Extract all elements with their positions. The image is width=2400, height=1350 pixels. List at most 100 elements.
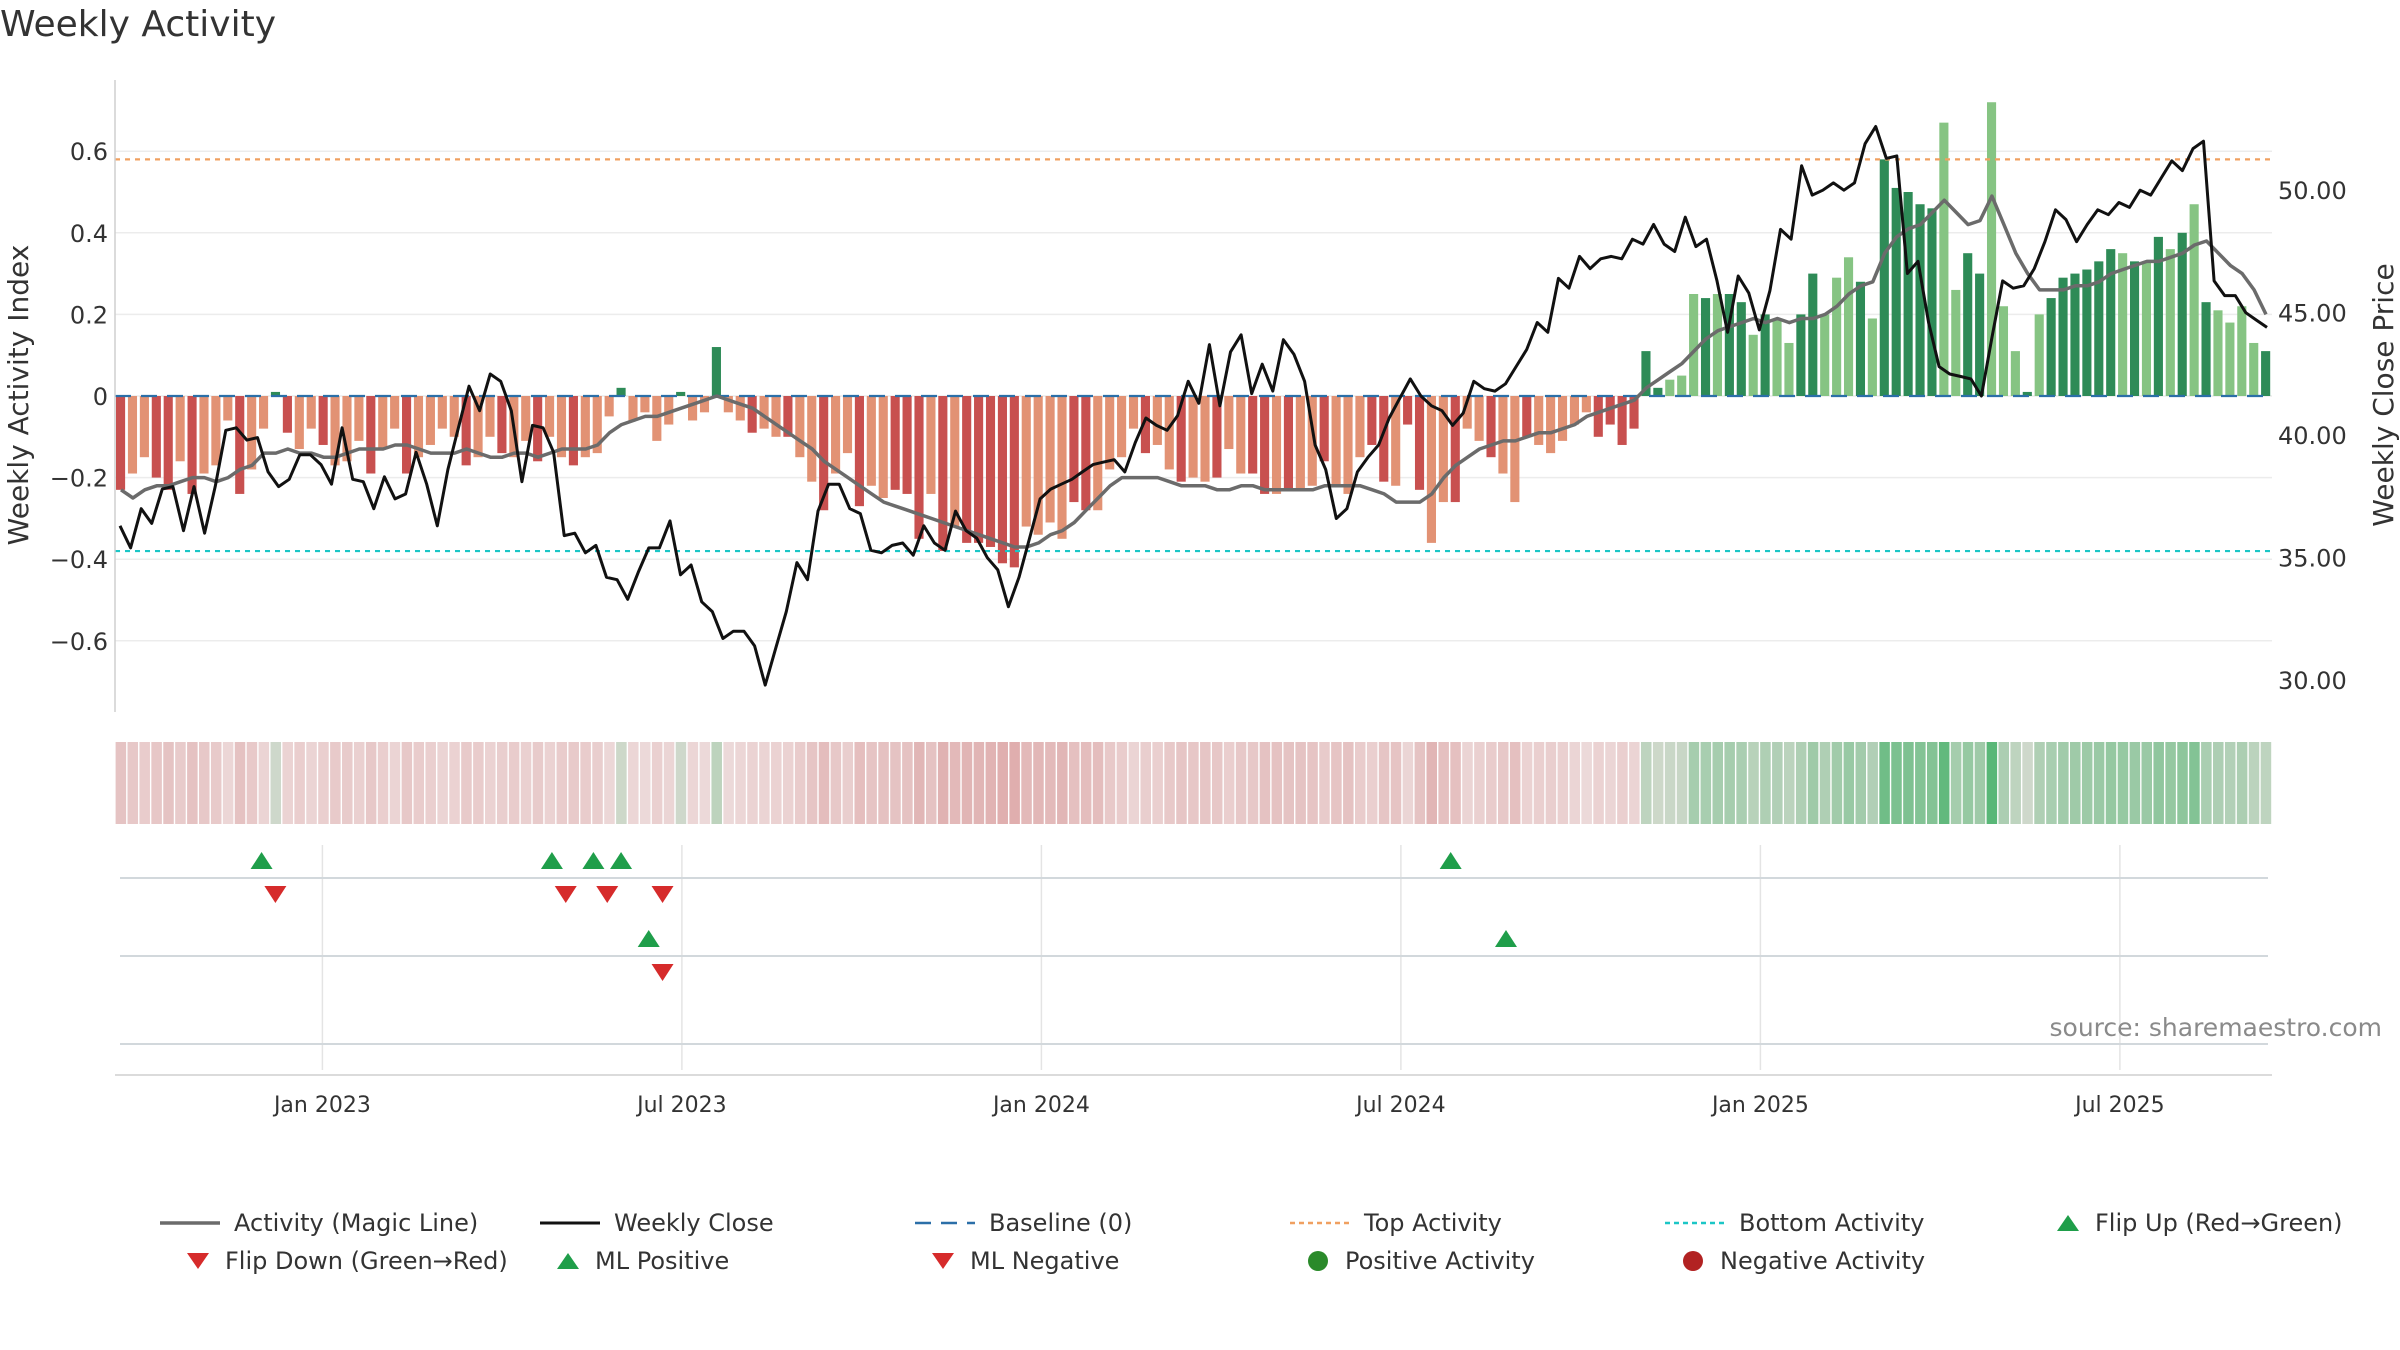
- heat-cell: [1486, 742, 1497, 824]
- activity-bar: [1486, 396, 1496, 458]
- heat-cell: [1402, 742, 1414, 824]
- activity-bar: [1474, 396, 1484, 441]
- activity-bar: [854, 396, 864, 507]
- heat-cell: [1140, 742, 1151, 824]
- activity-bar: [1176, 396, 1186, 482]
- activity-bar: [1379, 396, 1389, 482]
- heat-cell: [2141, 742, 2153, 824]
- heat-cell: [735, 742, 746, 824]
- heat-cell: [759, 742, 770, 824]
- activity-bar: [1045, 396, 1055, 523]
- triangle-down-icon: [185, 1251, 225, 1271]
- heat-cell: [2022, 742, 2033, 824]
- heat-cell: [1474, 742, 1485, 824]
- heat-cell: [473, 742, 484, 824]
- activity-bar: [1117, 396, 1127, 458]
- heat-cell: [461, 742, 472, 824]
- activity-bar: [354, 396, 364, 441]
- heat-cell: [2046, 742, 2057, 824]
- activity-bar: [938, 396, 948, 552]
- heat-cell: [949, 742, 961, 824]
- legend-label: ML Positive: [595, 1247, 730, 1275]
- activity-bar: [2106, 249, 2116, 396]
- heat-cell: [1223, 742, 1235, 824]
- activity-bar: [1843, 257, 1854, 396]
- legend-item-top: Top Activity: [1290, 1205, 1502, 1241]
- activity-bar: [711, 347, 721, 396]
- heat-cell: [1569, 742, 1581, 824]
- heat-cell: [2058, 742, 2069, 824]
- ml-positive-marker: [637, 930, 660, 947]
- activity-bar: [259, 396, 269, 429]
- activity-bar: [2225, 322, 2235, 396]
- activity-bar: [1653, 387, 1663, 396]
- heat-cell: [1819, 742, 1831, 824]
- heat-cell: [1343, 742, 1354, 824]
- activity-bar: [1796, 314, 1806, 396]
- heat-cell: [902, 742, 913, 824]
- activity-bar: [1331, 396, 1341, 486]
- activity-bar: [199, 396, 209, 474]
- activity-bar: [735, 396, 745, 421]
- activity-bar: [902, 396, 912, 494]
- activity-bar: [390, 396, 400, 429]
- heat-cell: [139, 742, 150, 824]
- dotted-line-icon: [1665, 1213, 1739, 1233]
- activity-bar: [1391, 396, 1401, 486]
- heat-cell: [1986, 742, 1998, 824]
- heat-cell: [1521, 742, 1533, 824]
- activity-bar: [1128, 396, 1139, 429]
- reference-lines: [115, 158, 2272, 553]
- heat-cell: [437, 742, 448, 824]
- activity-bar: [1200, 396, 1210, 482]
- activity-bar: [1939, 122, 1949, 396]
- activity-bar: [1414, 396, 1425, 490]
- heat-cell: [1640, 742, 1652, 824]
- activity-bar: [1307, 396, 1317, 486]
- activity-bar: [1808, 273, 1818, 396]
- activity-bar: [425, 396, 435, 445]
- legend-label: Flip Down (Green→Red): [225, 1247, 508, 1275]
- heat-cell: [723, 742, 734, 824]
- heat-cell: [1319, 742, 1330, 824]
- legend-label: Negative Activity: [1720, 1247, 1926, 1275]
- activity-bar: [1593, 396, 1603, 437]
- activity-bar: [1569, 396, 1580, 425]
- activity-bar: [1998, 306, 2009, 396]
- heat-cell: [2177, 742, 2188, 824]
- heat-cell: [1736, 742, 1747, 824]
- ml-negative-marker: [651, 964, 674, 981]
- y-tick-label: −0.2: [50, 465, 108, 493]
- activity-bar: [2201, 302, 2211, 396]
- activity-bar: [1140, 396, 1150, 454]
- heat-cell: [2010, 742, 2021, 824]
- heat-cell: [1748, 742, 1759, 824]
- heat-cell: [1295, 742, 1306, 824]
- y-tick-label: 0.4: [70, 220, 108, 248]
- heat-cell: [1903, 742, 1914, 824]
- weekly-activity-chart: −0.6 −0.4 −0.2 0 0.2 0.4 0.6 30.00 35.00 40.00 45.…: [2, 80, 2400, 1118]
- heat-cell: [1605, 742, 1616, 824]
- flip-markers: [120, 852, 2268, 1045]
- activity-bar: [1712, 294, 1723, 396]
- weekly-close-line: [118, 125, 2268, 687]
- activity-bar: [151, 396, 161, 478]
- activity-bar: [652, 396, 662, 441]
- activity-bar: [1557, 396, 1568, 441]
- activity-bar: [1212, 396, 1222, 478]
- heat-cell: [2129, 742, 2141, 824]
- heat-cell: [1545, 742, 1557, 824]
- heat-cell: [1128, 742, 1140, 824]
- heat-cell: [1533, 742, 1545, 824]
- y-tick-label: 0.6: [70, 138, 108, 166]
- heat-cell: [282, 742, 293, 824]
- legend-item-flipdown: Flip Down (Green→Red): [185, 1243, 508, 1279]
- activity-bar: [1951, 289, 1961, 396]
- activity-bar: [1057, 396, 1067, 539]
- heat-cell: [639, 742, 651, 824]
- heat-cell: [556, 742, 568, 824]
- dotted-line-icon: [1290, 1213, 1364, 1233]
- activity-bar: [247, 396, 257, 470]
- heat-cell: [1795, 742, 1807, 824]
- heat-cell: [866, 742, 877, 824]
